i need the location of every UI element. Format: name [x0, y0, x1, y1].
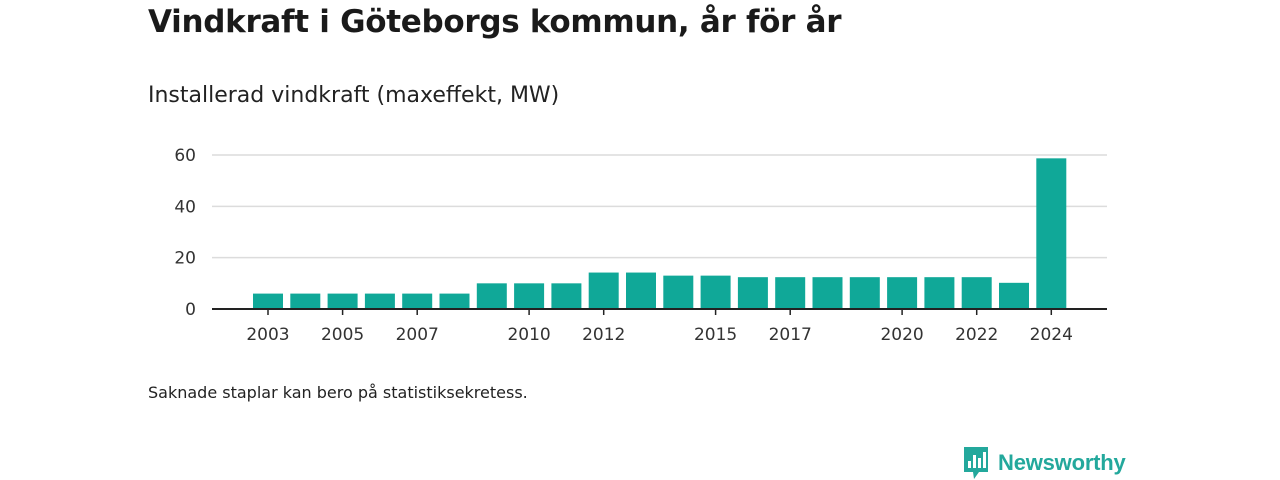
newsworthy-logo-icon — [964, 447, 988, 479]
x-tick-label: 2022 — [955, 325, 998, 345]
bar-2015 — [700, 275, 731, 309]
bar-2013 — [626, 272, 656, 309]
chart-title: Vindkraft i Göteborgs kommun, år för år — [148, 4, 842, 40]
footnote: Saknade staplar kan bero på statistiksek… — [148, 383, 528, 402]
y-tick-label: 20 — [174, 249, 196, 269]
x-tick-label: 2012 — [582, 325, 625, 345]
bar-2003 — [253, 293, 283, 309]
x-tick-label: 2020 — [880, 325, 923, 345]
bar-chart: 0 20 40 60 2003 2005 2007 2010 2012 2015 2017 2020… — [174, 146, 1107, 345]
brand-name: Newsworthy — [998, 450, 1126, 475]
x-tick-label: 2017 — [769, 325, 812, 345]
x-tick-label: 2007 — [396, 325, 439, 345]
chart-subtitle: Installerad vindkraft (maxeffekt, MW) — [148, 83, 560, 108]
x-tick-label: 2024 — [1030, 325, 1073, 345]
bars — [253, 158, 1067, 309]
bar-2019 — [849, 277, 880, 309]
x-tick-label: 2005 — [321, 325, 364, 345]
bar-2018 — [812, 277, 843, 309]
bar-2006 — [364, 293, 395, 309]
y-tick-label: 0 — [185, 300, 196, 320]
bar-2024 — [1036, 158, 1067, 309]
bar-2012 — [588, 272, 619, 309]
y-tick-label: 40 — [174, 197, 196, 217]
bar-2020 — [887, 277, 918, 309]
x-tick-label: 2015 — [694, 325, 737, 345]
bar-2023 — [999, 282, 1029, 309]
bar-2004 — [290, 293, 321, 309]
bar-2022 — [961, 277, 992, 309]
bar-2021 — [924, 277, 955, 309]
bar-2005 — [327, 293, 358, 309]
bar-2009 — [476, 283, 507, 309]
bar-2017 — [775, 277, 806, 309]
bar-2016 — [737, 277, 768, 309]
gridlines — [212, 154, 1107, 259]
y-tick-labels: 0 20 40 60 — [174, 146, 196, 320]
brand-logo[interactable]: Newsworthy — [962, 446, 1126, 480]
x-tick-label: 2003 — [246, 325, 289, 345]
bar-2008 — [439, 293, 470, 309]
bar-2010 — [514, 283, 545, 309]
bar-2007 — [402, 293, 433, 309]
bar-2014 — [663, 275, 694, 309]
bar-2011 — [551, 283, 582, 309]
x-tick-label: 2010 — [507, 325, 550, 345]
x-tick-labels: 2003 2005 2007 2010 2012 2015 2017 2020 2022 2024 — [246, 309, 1073, 345]
y-tick-label: 60 — [174, 146, 196, 166]
